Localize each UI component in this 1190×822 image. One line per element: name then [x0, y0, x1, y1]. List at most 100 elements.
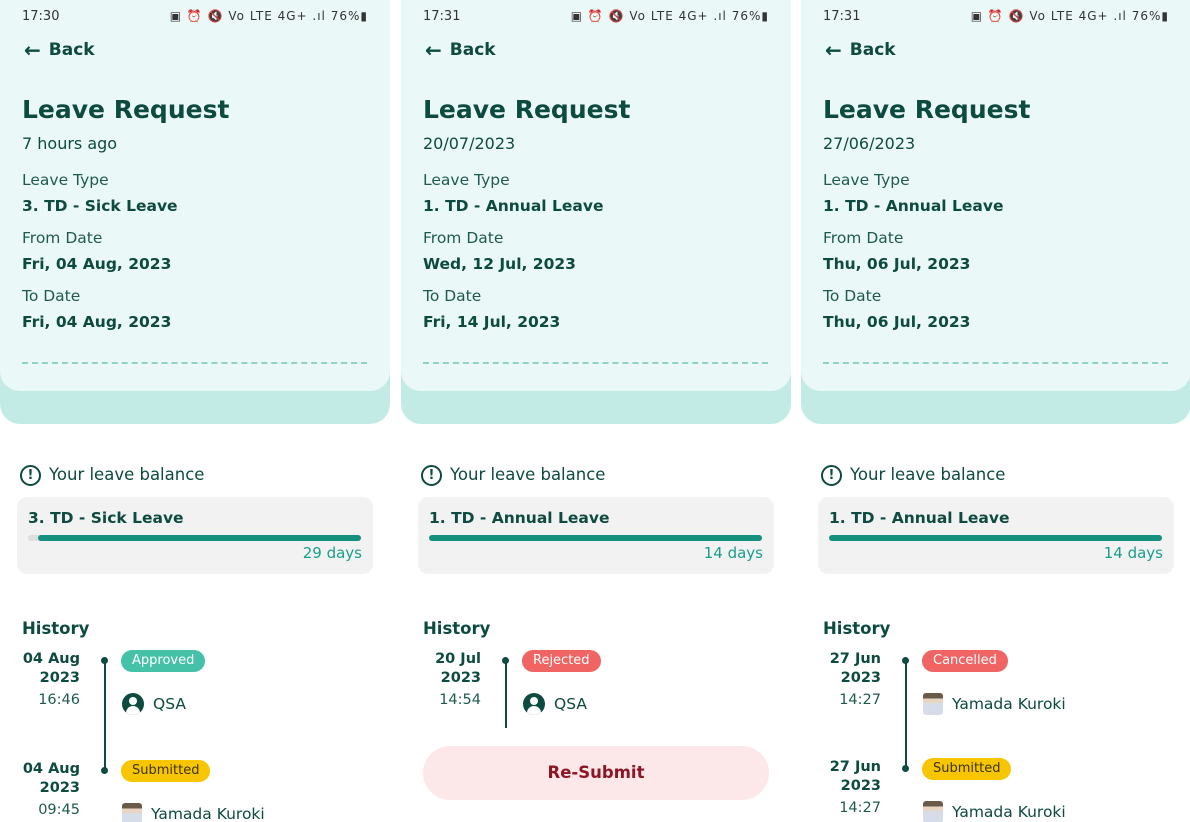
request-date: 20/07/2023 [423, 134, 516, 153]
leave-balance-heading: Your leave balance [450, 465, 606, 484]
phone-screen: 17:30 ▣ ⏰ 🔇 Vo LTE 4G+ .ıl 76%▮ ← Back Le… [0, 0, 390, 822]
history-heading: History [423, 619, 491, 638]
from-date-value: Wed, 12 Jul, 2023 [423, 255, 576, 273]
timeline-dot [101, 657, 108, 664]
timeline-line [505, 660, 507, 728]
history-time: 14:27 [839, 692, 881, 708]
back-label: Back [449, 40, 496, 60]
dashed-divider [823, 362, 1168, 364]
battery-level: 76% [330, 9, 361, 23]
from-date-value: Thu, 06 Jul, 2023 [823, 255, 971, 273]
leave-type-value: 3. TD - Sick Leave [22, 197, 178, 215]
battery-icon: ▮ [360, 9, 368, 23]
resubmit-button[interactable]: Re-Submit [423, 746, 769, 800]
history-time: 14:54 [439, 692, 481, 708]
status-badge: Submitted [121, 760, 211, 782]
balance-leave-type: 3. TD - Sick Leave [28, 509, 184, 527]
status-indicator-icons: ▣ ⏰ 🔇 Vo LTE 4G+ .ıl [169, 9, 326, 23]
balance-leave-type: 1. TD - Annual Leave [829, 509, 1010, 527]
status-badge: Cancelled [922, 650, 1008, 672]
battery-level: 76% [731, 9, 762, 23]
user-avatar-photo [923, 693, 943, 715]
back-button[interactable]: ← Back [425, 38, 496, 62]
page-title: Leave Request [22, 95, 230, 124]
leave-type-label: Leave Type [22, 171, 109, 189]
status-time: 17:31 [423, 9, 461, 24]
user-name: QSA [554, 695, 587, 713]
header-card [401, 0, 791, 391]
header-card [0, 0, 390, 391]
from-date-value: Fri, 04 Aug, 2023 [22, 255, 172, 273]
status-time: 17:31 [823, 9, 861, 24]
status-icons: ▣ ⏰ 🔇 Vo LTE 4G+ .ıl 76%▮ [170, 9, 368, 23]
history-user: Yamada Kuroki [122, 803, 265, 822]
balance-days: 14 days [1103, 544, 1163, 562]
arrow-left-icon: ← [24, 38, 41, 62]
timeline-dot [902, 657, 909, 664]
user-name: Yamada Kuroki [151, 805, 265, 822]
history-user: Yamada Kuroki [923, 801, 1066, 822]
arrow-left-icon: ← [825, 38, 842, 62]
page-title: Leave Request [423, 95, 631, 124]
balance-leave-type: 1. TD - Annual Leave [429, 509, 610, 527]
phone-screen: 17:31 ▣ ⏰ 🔇 Vo LTE 4G+ .ıl 76%▮ ← Back Le… [801, 0, 1190, 822]
battery-level: 76% [1131, 9, 1162, 23]
balance-progress-fill [38, 535, 361, 541]
history-time: 09:45 [38, 802, 80, 818]
balance-progress-fill [429, 535, 762, 541]
battery-icon: ▮ [761, 9, 769, 23]
history-date: 04 Aug 2023 [22, 761, 80, 796]
status-icons: ▣ ⏰ 🔇 Vo LTE 4G+ .ıl 76%▮ [971, 9, 1169, 23]
arrow-left-icon: ← [425, 38, 442, 62]
history-heading: History [823, 619, 891, 638]
balance-progress-bar [429, 535, 762, 541]
leave-balance-card: 1. TD - Annual Leave 14 days [818, 497, 1174, 574]
from-date-label: From Date [423, 229, 504, 247]
to-date-label: To Date [423, 287, 482, 305]
status-badge: Rejected [522, 650, 601, 672]
leave-balance-heading: Your leave balance [49, 465, 205, 484]
leave-type-value: 1. TD - Annual Leave [823, 197, 1004, 215]
balance-progress-bar [829, 535, 1162, 541]
balance-days: 29 days [302, 544, 362, 562]
history-time: 16:46 [38, 692, 80, 708]
account-circle-icon [523, 693, 545, 715]
user-name: Yamada Kuroki [952, 695, 1066, 713]
back-button[interactable]: ← Back [825, 38, 896, 62]
back-button[interactable]: ← Back [24, 38, 95, 62]
timeline-dot [502, 657, 509, 664]
history-user: QSA [523, 693, 587, 715]
info-icon: ! [821, 465, 842, 486]
history-heading: History [22, 619, 90, 638]
from-date-label: From Date [823, 229, 904, 247]
timeline-line [905, 660, 907, 768]
balance-progress-fill [829, 535, 1162, 541]
request-date: 7 hours ago [22, 134, 118, 153]
balance-days: 14 days [703, 544, 763, 562]
leave-balance-card: 3. TD - Sick Leave 29 days [17, 497, 373, 574]
to-date-value: Thu, 06 Jul, 2023 [823, 313, 971, 331]
status-icons: ▣ ⏰ 🔇 Vo LTE 4G+ .ıl 76%▮ [571, 9, 769, 23]
page-title: Leave Request [823, 95, 1031, 124]
status-indicator-icons: ▣ ⏰ 🔇 Vo LTE 4G+ .ıl [570, 9, 727, 23]
history-user: Yamada Kuroki [923, 693, 1066, 715]
user-name: QSA [153, 695, 186, 713]
battery-icon: ▮ [1161, 9, 1169, 23]
to-date-value: Fri, 14 Jul, 2023 [423, 313, 561, 331]
timeline-dot [101, 767, 108, 774]
timeline-line [104, 660, 106, 770]
status-badge: Submitted [922, 758, 1012, 780]
from-date-label: From Date [22, 229, 103, 247]
account-circle-icon [122, 693, 144, 715]
header-card [801, 0, 1190, 391]
leave-type-label: Leave Type [823, 171, 910, 189]
status-badge: Approved [121, 650, 206, 672]
timeline-dot [902, 765, 909, 772]
history-date: 27 Jun 2023 [829, 759, 881, 794]
history-user: QSA [122, 693, 186, 715]
balance-progress-bar [28, 535, 361, 541]
back-label: Back [48, 40, 95, 60]
leave-balance-heading: Your leave balance [850, 465, 1006, 484]
dashed-divider [423, 362, 768, 364]
request-date: 27/06/2023 [823, 134, 916, 153]
